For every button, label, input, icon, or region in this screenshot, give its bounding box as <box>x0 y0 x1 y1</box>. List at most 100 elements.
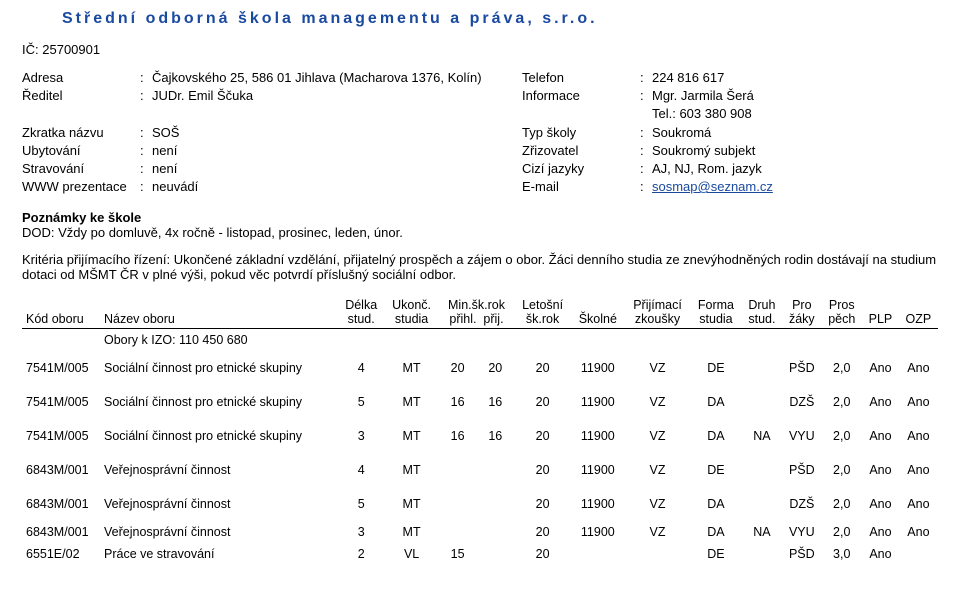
k: WWW prezentace <box>22 178 140 196</box>
cell-kod: 7541M/005 <box>22 351 100 385</box>
v: SOŠ <box>152 124 179 142</box>
col-letos: Letošníšk.rok <box>514 296 571 329</box>
cell-kod: 7541M/005 <box>22 385 100 419</box>
cell-kod: 6843M/001 <box>22 453 100 487</box>
cell-kod: 6843M/001 <box>22 487 100 521</box>
cell-prij <box>476 487 514 521</box>
table-row: 6843M/001Veřejnosprávní činnost3MT201190… <box>22 521 938 543</box>
cell-delka: 2 <box>338 543 384 565</box>
cell-nazev: Sociální činnost pro etnické skupiny <box>100 419 338 453</box>
cell-prihl: 15 <box>439 543 477 565</box>
col-druh: Druhstud. <box>742 296 783 329</box>
cell-forma: DE <box>690 351 741 385</box>
cell-nazev: Sociální činnost pro etnické skupiny <box>100 351 338 385</box>
table-row: 6843M/001Veřejnosprávní činnost4MT201190… <box>22 453 938 487</box>
col-prij: Přijímacízkoušky <box>625 296 691 329</box>
col-kod: Kód oboru <box>22 296 100 329</box>
col-plp: PLP <box>862 296 899 329</box>
cell-prij <box>476 543 514 565</box>
k: Ubytování <box>22 142 140 160</box>
criteria-text: Kritéria přijímacího řízení: Ukončené zá… <box>22 252 938 282</box>
v: Čajkovského 25, 586 01 Jihlava (Macharov… <box>152 69 482 87</box>
kv-ubytovani: Ubytování:není <box>22 142 522 160</box>
kv-jazyky: Cizí jazyky:AJ, NJ, Rom. jazyk <box>522 160 938 178</box>
cell-prihl <box>439 453 477 487</box>
v: Soukromý subjekt <box>652 142 755 160</box>
cell-letos: 20 <box>514 453 571 487</box>
cell-letos: 20 <box>514 487 571 521</box>
cell-prij <box>476 521 514 543</box>
cell-delka: 5 <box>338 487 384 521</box>
cell-delka: 4 <box>338 453 384 487</box>
cell-prij: 16 <box>476 385 514 419</box>
cell-plp: Ano <box>862 543 899 565</box>
table-row: 6843M/001Veřejnosprávní činnost5MT201190… <box>22 487 938 521</box>
cell-prihl: 20 <box>439 351 477 385</box>
col-pro: Prožáky <box>782 296 821 329</box>
table-row: 7541M/005Sociální činnost pro etnické sk… <box>22 419 938 453</box>
cell-pro: DZŠ <box>782 385 821 419</box>
cell-nazev: Veřejnosprávní činnost <box>100 487 338 521</box>
cell-ukonc: MT <box>384 385 438 419</box>
col-ozp: OZP <box>899 296 938 329</box>
izo-label: Obory k IZO: 110 450 680 <box>100 329 338 352</box>
kv-telefon: Telefon:224 816 617 <box>522 69 938 87</box>
col-skolne: Školné <box>571 296 625 329</box>
cell-pros: 2,0 <box>821 385 862 419</box>
cell-druh <box>742 385 783 419</box>
cell-prij <box>476 453 514 487</box>
cell-pros: 2,0 <box>821 453 862 487</box>
k: Cizí jazyky <box>522 160 640 178</box>
cell-prihl: 16 <box>439 385 477 419</box>
kv-tel2: Tel.: 603 380 908 <box>522 105 938 123</box>
v: Soukromá <box>652 124 711 142</box>
col-delka: Délkastud. <box>338 296 384 329</box>
table-row: 6551E/02Práce ve stravování2VL1520DEPŠD3… <box>22 543 938 565</box>
cell-plp: Ano <box>862 419 899 453</box>
cell-nazev: Sociální činnost pro etnické skupiny <box>100 385 338 419</box>
cell-skolne: 11900 <box>571 521 625 543</box>
cell-pro: DZŠ <box>782 487 821 521</box>
cell-pros: 2,0 <box>821 419 862 453</box>
cell-ozp: Ano <box>899 351 938 385</box>
cell-forma: DE <box>690 543 741 565</box>
cell-plp: Ano <box>862 521 899 543</box>
cell-letos: 20 <box>514 385 571 419</box>
page-title: Střední odborná škola managementu a práv… <box>62 10 938 28</box>
col-nazev: Název oboru <box>100 296 338 329</box>
v: AJ, NJ, Rom. jazyk <box>652 160 762 178</box>
email-link[interactable]: sosmap@seznam.cz <box>652 179 773 194</box>
v: JUDr. Emil Ščuka <box>152 87 253 105</box>
cell-ukonc: MT <box>384 419 438 453</box>
cell-pro: VYU <box>782 419 821 453</box>
cell-zk: VZ <box>625 487 691 521</box>
cell-pro: PŠD <box>782 453 821 487</box>
notes-body: DOD: Vždy po domluvě, 4x ročně - listopa… <box>22 225 938 240</box>
cell-druh <box>742 543 783 565</box>
cell-zk: VZ <box>625 453 691 487</box>
cell-druh <box>742 453 783 487</box>
k: E-mail <box>522 178 640 196</box>
info-block: Adresa:Čajkovského 25, 586 01 Jihlava (M… <box>22 69 938 196</box>
cell-pro: PŠD <box>782 351 821 385</box>
v: není <box>152 160 177 178</box>
col-minrok: Min.šk.rokpřihl. přij. <box>439 296 514 329</box>
v: 224 816 617 <box>652 69 724 87</box>
v: neuvádí <box>152 178 198 196</box>
cell-nazev: Veřejnosprávní činnost <box>100 521 338 543</box>
cell-kod: 7541M/005 <box>22 419 100 453</box>
kv-adresa: Adresa:Čajkovského 25, 586 01 Jihlava (M… <box>22 69 522 87</box>
cell-prij: 16 <box>476 419 514 453</box>
k: Informace <box>522 87 640 105</box>
cell-druh: NA <box>742 521 783 543</box>
cell-ukonc: VL <box>384 543 438 565</box>
cell-ukonc: MT <box>384 453 438 487</box>
ic-label: IČ: <box>22 42 39 57</box>
cell-pros: 2,0 <box>821 487 862 521</box>
v: Mgr. Jarmila Šerá <box>652 87 754 105</box>
cell-delka: 5 <box>338 385 384 419</box>
cell-forma: DA <box>690 487 741 521</box>
cell-plp: Ano <box>862 453 899 487</box>
cell-nazev: Veřejnosprávní činnost <box>100 453 338 487</box>
cell-forma: DA <box>690 521 741 543</box>
